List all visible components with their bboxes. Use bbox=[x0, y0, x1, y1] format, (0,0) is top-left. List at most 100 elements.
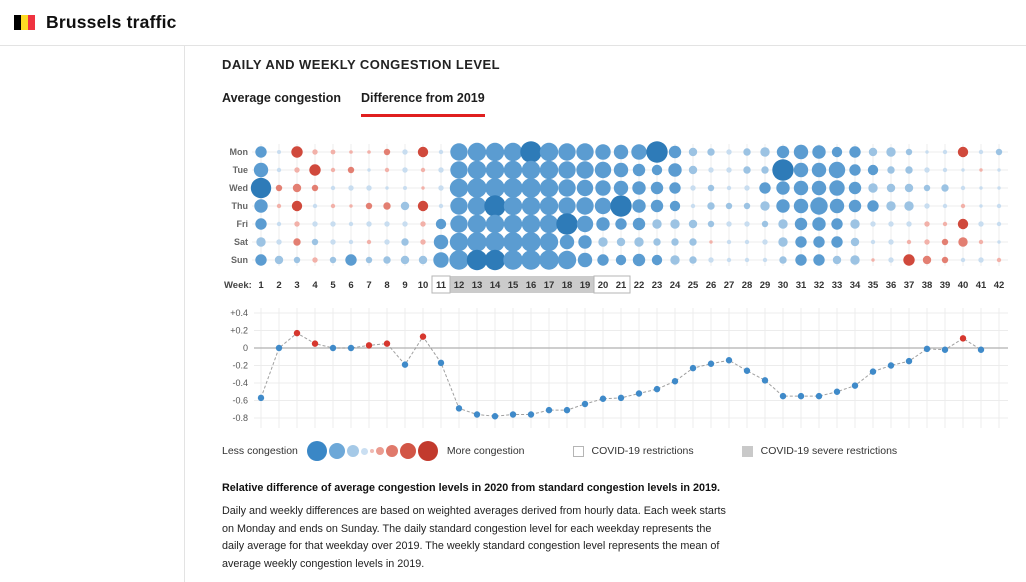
bubble[interactable] bbox=[960, 203, 966, 209]
bubble[interactable] bbox=[690, 185, 696, 191]
bubble[interactable] bbox=[996, 203, 1002, 209]
bubble[interactable] bbox=[867, 164, 879, 176]
bubble[interactable] bbox=[744, 221, 750, 227]
bubble[interactable] bbox=[576, 143, 594, 161]
bubble[interactable] bbox=[330, 167, 336, 173]
bubble[interactable] bbox=[979, 204, 983, 208]
bubble[interactable] bbox=[848, 181, 862, 195]
bubble[interactable] bbox=[870, 221, 876, 227]
bubble[interactable] bbox=[311, 238, 319, 246]
bubble[interactable] bbox=[275, 184, 283, 192]
bubble[interactable] bbox=[941, 238, 949, 246]
bubble[interactable] bbox=[778, 219, 788, 229]
line-point[interactable] bbox=[401, 361, 409, 368]
bubble[interactable] bbox=[726, 221, 732, 227]
bubble[interactable] bbox=[294, 167, 300, 173]
line-point[interactable] bbox=[869, 368, 877, 375]
line-point[interactable] bbox=[797, 392, 805, 400]
bubble[interactable] bbox=[595, 180, 611, 196]
bubble[interactable] bbox=[484, 249, 506, 271]
bubble[interactable] bbox=[922, 255, 932, 265]
bubble[interactable] bbox=[613, 144, 629, 160]
bubble[interactable] bbox=[435, 218, 447, 230]
bubble[interactable] bbox=[598, 237, 608, 247]
bubble[interactable] bbox=[650, 199, 664, 213]
bubble[interactable] bbox=[632, 199, 646, 213]
bubble[interactable] bbox=[867, 200, 879, 212]
bubble[interactable] bbox=[293, 238, 301, 246]
bubble[interactable] bbox=[312, 149, 318, 155]
bubble[interactable] bbox=[433, 234, 449, 250]
bubble[interactable] bbox=[850, 219, 860, 229]
bubble[interactable] bbox=[250, 177, 272, 199]
bubble[interactable] bbox=[539, 232, 559, 252]
bubble[interactable] bbox=[595, 144, 611, 160]
line-point[interactable] bbox=[617, 394, 625, 402]
bubble[interactable] bbox=[688, 165, 698, 175]
bubble[interactable] bbox=[671, 238, 679, 246]
bubble[interactable] bbox=[594, 197, 612, 215]
bubble[interactable] bbox=[960, 185, 966, 191]
bubble[interactable] bbox=[905, 166, 913, 174]
bubble[interactable] bbox=[726, 149, 732, 155]
bubble[interactable] bbox=[539, 178, 559, 198]
bubble[interactable] bbox=[503, 250, 523, 270]
bubble[interactable] bbox=[743, 166, 751, 174]
bubble[interactable] bbox=[558, 143, 576, 161]
bubble[interactable] bbox=[886, 147, 896, 157]
bubble[interactable] bbox=[449, 178, 469, 198]
bubble[interactable] bbox=[558, 179, 576, 197]
bubble[interactable] bbox=[503, 232, 523, 252]
bubble[interactable] bbox=[831, 146, 843, 158]
bubble[interactable] bbox=[978, 257, 984, 263]
bubble[interactable] bbox=[539, 160, 559, 180]
bubble[interactable] bbox=[400, 255, 410, 265]
bubble[interactable] bbox=[613, 180, 629, 196]
bubble[interactable] bbox=[365, 256, 373, 264]
bubble[interactable] bbox=[467, 214, 487, 234]
bubble[interactable] bbox=[421, 186, 425, 190]
bubble[interactable] bbox=[383, 148, 391, 156]
line-point[interactable] bbox=[725, 357, 733, 364]
bubble[interactable] bbox=[294, 221, 300, 227]
bubble[interactable] bbox=[253, 162, 269, 178]
bubble[interactable] bbox=[831, 236, 843, 248]
bubble[interactable] bbox=[277, 150, 281, 154]
line-point[interactable] bbox=[779, 392, 787, 400]
line-point[interactable] bbox=[491, 413, 499, 420]
bubble[interactable] bbox=[905, 148, 913, 156]
bubble[interactable] bbox=[793, 162, 809, 178]
bubble[interactable] bbox=[744, 257, 750, 263]
bubble[interactable] bbox=[961, 168, 965, 172]
bubble[interactable] bbox=[906, 221, 912, 227]
bubble[interactable] bbox=[923, 184, 931, 192]
bubble[interactable] bbox=[383, 256, 391, 264]
bubble[interactable] bbox=[276, 221, 282, 227]
bubble[interactable] bbox=[383, 202, 391, 210]
bubble[interactable] bbox=[255, 254, 267, 266]
bubble[interactable] bbox=[813, 254, 825, 266]
bubble[interactable] bbox=[960, 257, 966, 263]
bubble[interactable] bbox=[309, 164, 321, 176]
bubble[interactable] bbox=[886, 201, 896, 211]
bubble[interactable] bbox=[941, 256, 949, 264]
bubble[interactable] bbox=[772, 159, 794, 181]
bubble[interactable] bbox=[832, 255, 842, 265]
bubble[interactable] bbox=[539, 142, 559, 162]
bubble[interactable] bbox=[503, 160, 523, 180]
bubble[interactable] bbox=[576, 197, 594, 215]
bubble[interactable] bbox=[668, 145, 682, 159]
bubble[interactable] bbox=[521, 232, 541, 252]
bubble[interactable] bbox=[450, 215, 468, 233]
bubble[interactable] bbox=[871, 258, 875, 262]
bubble[interactable] bbox=[888, 257, 894, 263]
line-point[interactable] bbox=[977, 346, 985, 353]
bubble[interactable] bbox=[349, 150, 353, 154]
bubble[interactable] bbox=[793, 198, 809, 214]
bubble[interactable] bbox=[367, 168, 371, 172]
bubble[interactable] bbox=[276, 239, 282, 245]
bubble[interactable] bbox=[576, 215, 594, 233]
bubble[interactable] bbox=[348, 221, 354, 227]
bubble[interactable] bbox=[312, 257, 318, 263]
bubble[interactable] bbox=[485, 142, 505, 162]
